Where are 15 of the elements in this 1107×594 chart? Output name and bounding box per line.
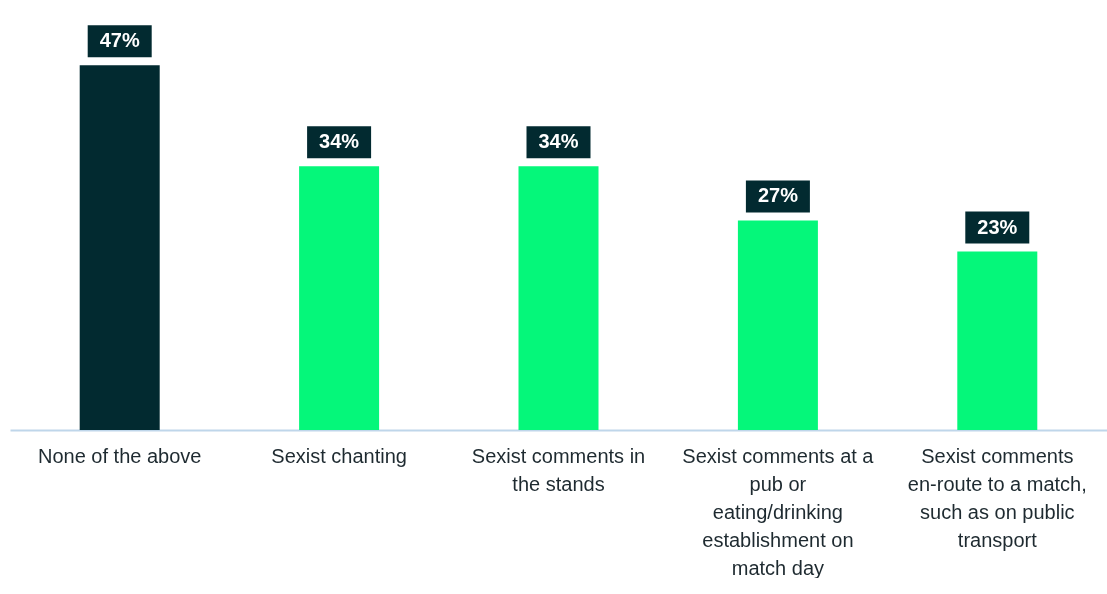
bar <box>957 251 1038 430</box>
bar <box>737 220 818 430</box>
data-label: 27% <box>757 184 799 207</box>
data-label: 47% <box>99 29 140 52</box>
bar <box>518 166 599 430</box>
x-tick-label: None of the above <box>37 444 202 467</box>
x-tick-label: Sexist comments in the stands <box>471 444 646 495</box>
bar <box>299 166 380 430</box>
data-label: 34% <box>538 130 579 153</box>
x-tick-label: Sexist comments at a pub or eating/drinking establishment on match day <box>682 444 875 579</box>
x-tick-label: Sexist chanting <box>271 444 407 467</box>
data-label: 23% <box>977 215 1018 238</box>
data-label: 34% <box>319 130 360 153</box>
x-tick-label: Sexist comments en-route to a match, such as on public transport <box>907 444 1087 551</box>
bar <box>79 65 160 430</box>
